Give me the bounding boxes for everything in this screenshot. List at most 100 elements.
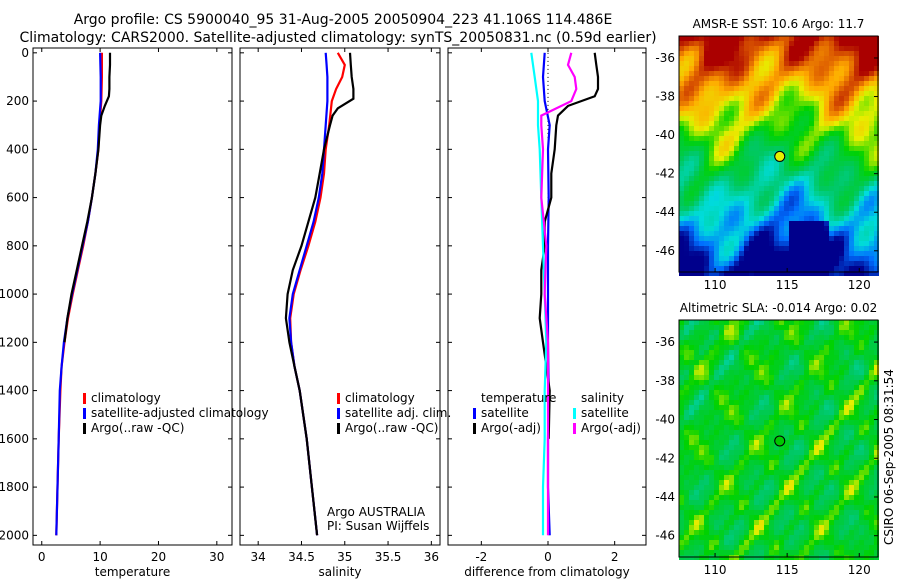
heatmap-cell	[799, 540, 804, 545]
heatmap-cell	[754, 445, 759, 450]
heatmap-cell	[864, 440, 869, 445]
heatmap-cell	[789, 360, 794, 365]
heatmap-cell	[849, 425, 854, 430]
heatmap-cell	[784, 435, 789, 440]
heatmap-cell	[794, 231, 799, 236]
heatmap-cell	[809, 415, 814, 420]
heatmap-cell	[699, 425, 704, 430]
heatmap-cell	[814, 330, 819, 335]
heatmap-cell	[864, 515, 869, 520]
heatmap-cell	[754, 111, 759, 116]
heatmap-cell	[749, 66, 754, 71]
heatmap-cell	[829, 505, 834, 510]
heatmap-cell	[829, 156, 834, 161]
heatmap-cell	[724, 81, 729, 86]
heatmap-cell	[769, 226, 774, 231]
heatmap-cell	[764, 226, 769, 231]
heatmap-cell	[779, 231, 784, 236]
heatmap-cell	[749, 146, 754, 151]
heatmap-cell	[814, 221, 819, 226]
heatmap-cell	[829, 405, 834, 410]
heatmap-cell	[814, 211, 819, 216]
heatmap-cell	[859, 141, 864, 146]
heatmap-cell	[684, 111, 689, 116]
heatmap-cell	[749, 56, 754, 61]
heatmap-cell	[824, 500, 829, 505]
heatmap-cell	[779, 525, 784, 530]
heatmap-cell	[864, 420, 869, 425]
heatmap-cell	[814, 425, 819, 430]
heatmap-cell	[824, 211, 829, 216]
heatmap-cell	[714, 380, 719, 385]
heatmap-cell	[699, 340, 704, 345]
heatmap-cell	[819, 226, 824, 231]
heatmap-cell	[679, 41, 684, 46]
heatmap-cell	[839, 405, 844, 410]
heatmap-cell	[709, 226, 714, 231]
heatmap-cell	[854, 460, 859, 465]
heatmap-cell	[804, 340, 809, 345]
heatmap-cell	[719, 545, 724, 550]
heatmap-cell	[729, 340, 734, 345]
heatmap-cell	[794, 91, 799, 96]
heatmap-cell	[774, 141, 779, 146]
heatmap-cell	[784, 380, 789, 385]
heatmap-cell	[694, 440, 699, 445]
heatmap-cell	[849, 71, 854, 76]
heatmap-cell	[749, 246, 754, 251]
heatmap-cell	[709, 211, 714, 216]
heatmap-cell	[724, 76, 729, 81]
heatmap-cell	[754, 86, 759, 91]
heatmap-cell	[774, 510, 779, 515]
heatmap-cell	[859, 355, 864, 360]
heatmap-cell	[849, 151, 854, 156]
heatmap-cell	[774, 405, 779, 410]
heatmap-cell	[794, 545, 799, 550]
heatmap-cell	[779, 101, 784, 106]
heatmap-cell	[719, 271, 724, 276]
heatmap-cell	[739, 146, 744, 151]
heatmap-cell	[679, 196, 684, 201]
heatmap-cell	[824, 116, 829, 121]
heatmap-cell	[839, 51, 844, 56]
heatmap-cell	[759, 375, 764, 380]
heatmap-cell	[779, 246, 784, 251]
heatmap-cell	[809, 46, 814, 51]
heatmap-cell	[819, 151, 824, 156]
heatmap-cell	[844, 116, 849, 121]
heatmap-cell	[789, 161, 794, 166]
heatmap-cell	[779, 186, 784, 191]
heatmap-cell	[854, 76, 859, 81]
heatmap-cell	[784, 51, 789, 56]
heatmap-cell	[744, 111, 749, 116]
heatmap-cell	[809, 136, 814, 141]
heatmap-cell	[739, 330, 744, 335]
heatmap-cell	[799, 136, 804, 141]
heatmap-cell	[789, 320, 794, 325]
heatmap-cell	[744, 385, 749, 390]
heatmap-cell	[804, 231, 809, 236]
heatmap-cell	[744, 271, 749, 276]
heatmap-cell	[824, 485, 829, 490]
heatmap-cell	[694, 176, 699, 181]
heatmap-cell	[824, 530, 829, 535]
heatmap-cell	[689, 161, 694, 166]
heatmap-cell	[809, 410, 814, 415]
heatmap-cell	[834, 156, 839, 161]
heatmap-cell	[794, 465, 799, 470]
heatmap-cell	[684, 46, 689, 51]
heatmap-cell	[824, 41, 829, 46]
heatmap-cell	[754, 181, 759, 186]
heatmap-cell	[869, 131, 874, 136]
heatmap-cell	[839, 505, 844, 510]
heatmap-cell	[839, 136, 844, 141]
heatmap-cell	[834, 350, 839, 355]
heatmap-cell	[824, 520, 829, 525]
heatmap-cell	[759, 460, 764, 465]
heatmap-cell	[704, 41, 709, 46]
heatmap-cell	[769, 241, 774, 246]
heatmap-cell	[704, 385, 709, 390]
heatmap-cell	[844, 465, 849, 470]
heatmap-cell	[829, 71, 834, 76]
